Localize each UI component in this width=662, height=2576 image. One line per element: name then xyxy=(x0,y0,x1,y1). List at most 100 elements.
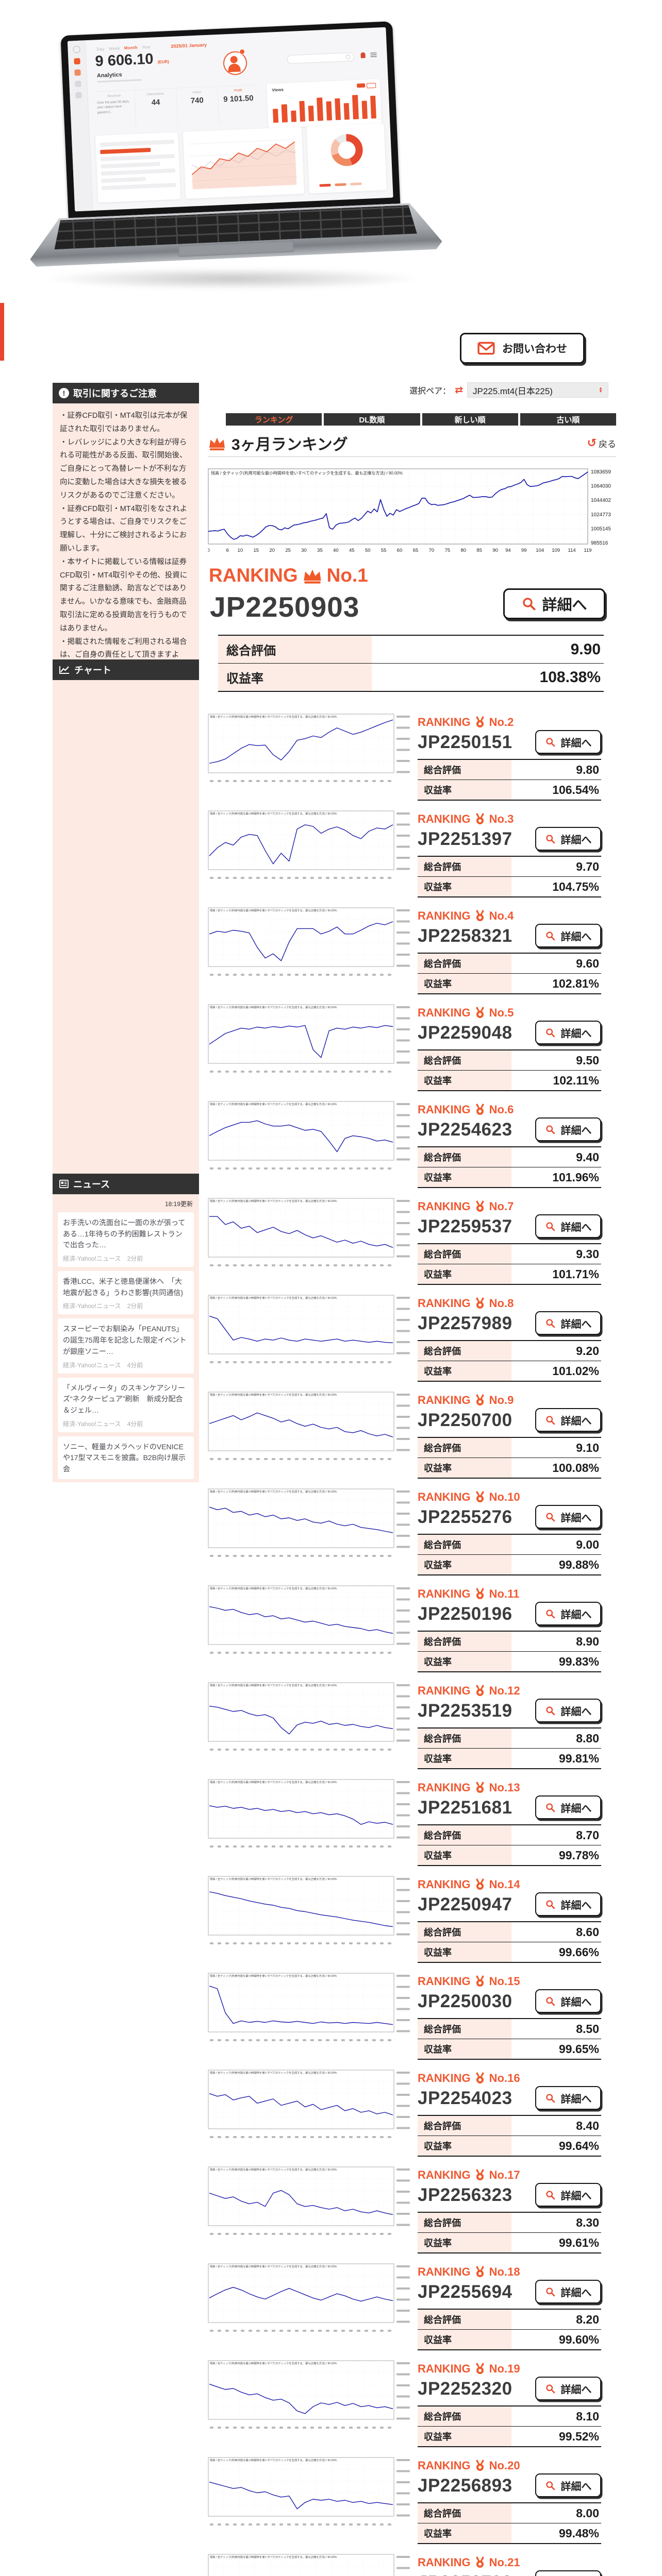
rate-row: 収益率 108.38% xyxy=(218,663,604,691)
detail-button[interactable]: 詳細へ xyxy=(535,1117,601,1141)
svg-text:1005145: 1005145 xyxy=(591,526,611,532)
ranking-heading: RANKING No.12 xyxy=(418,1684,601,1698)
menu-icon[interactable] xyxy=(370,52,377,58)
strategy-code: JP2255276 xyxy=(418,1507,512,1527)
rate-value: 99.48% xyxy=(558,2526,599,2540)
svg-text:1024773: 1024773 xyxy=(591,512,611,518)
strategy-code: JP2258321 xyxy=(418,926,512,946)
pair-select[interactable]: JP225.mt4(日本225) ▲ ▼ xyxy=(467,382,608,398)
svg-text:残高 / 全ティック(利用可能な最小時間枠を使いすべてのティ: 残高 / 全ティック(利用可能な最小時間枠を使いすべてのティックを生成する、最も… xyxy=(210,908,337,912)
tab-week[interactable]: Week xyxy=(108,46,121,52)
backtest-chart-thumbnail: 残高 / 全ティック(利用可能な最小時間枠を使いすべてのティックを生成する、最も… xyxy=(208,2360,410,2429)
crown-icon xyxy=(209,437,225,451)
medal-icon xyxy=(475,1007,484,1018)
magnifier-icon xyxy=(545,1996,555,2006)
news-item[interactable]: 香港LCC、米子と徳島便運休へ 「大地震が起きる」うわさ影響(共同通信) 経済-… xyxy=(58,1271,194,1315)
news-item[interactable]: ソニー、軽量カメラヘッドのVENICEや17型マスモニを披露。B2B向け展示会 xyxy=(58,1436,194,1479)
ranking-label: RANKING xyxy=(418,1200,471,1213)
detail-button[interactable]: 詳細へ xyxy=(535,730,601,754)
medal-icon xyxy=(475,1394,484,1405)
back-link[interactable]: ↺ 戻る xyxy=(587,436,616,450)
tab-ranking[interactable]: ランキング xyxy=(226,413,322,426)
notice-title: 取引に関するご注意 xyxy=(73,388,157,399)
ranking-number: No.7 xyxy=(489,1200,514,1213)
score-value: 8.30 xyxy=(576,2215,599,2229)
detail-button[interactable]: 詳細へ xyxy=(535,1408,601,1432)
ranking-heading: RANKING No.18 xyxy=(418,2265,601,2279)
svg-text:1064030: 1064030 xyxy=(591,484,611,489)
score-value: 8.00 xyxy=(576,2506,599,2520)
ranking-number: No.6 xyxy=(489,1103,514,1116)
detail-button[interactable]: 詳細へ xyxy=(535,827,601,851)
detail-button[interactable]: 詳細へ xyxy=(535,1021,601,1044)
strategy-code: JP2256323 xyxy=(418,2185,512,2205)
detail-button[interactable]: 詳細へ xyxy=(535,2280,601,2303)
exclamation-icon: ! xyxy=(59,388,69,398)
news-item[interactable]: 「メルヴィータ」のスキンケアシリーズ“ネクターピュア”刷新 新成分配合＆ジェル…… xyxy=(58,1377,194,1432)
magnifier-icon xyxy=(545,2287,555,2296)
detail-button[interactable]: 詳細へ xyxy=(535,2377,601,2400)
detail-button[interactable]: 詳細へ xyxy=(535,2086,601,2110)
magnifier-icon xyxy=(545,2384,555,2393)
views-card-toggles[interactable] xyxy=(357,82,376,89)
score-label: 総合評価 xyxy=(418,1341,511,1361)
detail-button[interactable]: 詳細へ xyxy=(535,2570,601,2576)
medal-icon xyxy=(475,2266,484,2277)
ranking-number: No.3 xyxy=(489,812,514,825)
analytics-title: Analytics xyxy=(96,72,123,79)
news-item[interactable]: お手洗いの洗面台に一面の氷が張ってある…1年待ちの予約困難レストランで出合った…… xyxy=(58,1212,194,1267)
svg-text:25: 25 xyxy=(285,548,291,553)
ranking-label: RANKING xyxy=(418,1684,471,1697)
tab-newest[interactable]: 新しい順 xyxy=(422,413,518,426)
tab-month[interactable]: Month xyxy=(124,45,138,50)
chart-title: チャート xyxy=(74,665,111,675)
detail-button[interactable]: 詳細へ xyxy=(535,1795,601,1819)
medal-icon xyxy=(475,910,484,921)
detail-button[interactable]: 詳細へ xyxy=(535,1505,601,1529)
stats-table: 総合評価 9.50 収益率 102.11% xyxy=(418,1049,601,1091)
magnifier-icon xyxy=(545,1706,555,1715)
medal-icon xyxy=(475,1685,484,1696)
ranking-number: No.17 xyxy=(489,2168,520,2181)
ranking-label: RANKING xyxy=(418,1781,471,1794)
tab-downloads[interactable]: DL数順 xyxy=(324,413,420,426)
detail-button[interactable]: 詳細へ xyxy=(535,924,601,947)
tab-day[interactable]: Day xyxy=(96,46,105,52)
crown-icon xyxy=(304,569,321,584)
bell-icon[interactable] xyxy=(360,52,366,58)
detail-button[interactable]: 詳細へ xyxy=(535,2183,601,2207)
svg-text:残高 / 全ティック(利用可能な最小時間枠を使いすべてのティ: 残高 / 全ティック(利用可能な最小時間枠を使いすべてのティックを生成する、最も… xyxy=(210,1393,337,1397)
detail-label: 詳細へ xyxy=(560,1318,592,1330)
score-value: 8.80 xyxy=(576,1731,599,1745)
ranking-entry-16: 残高 / 全ティック(利用可能な最小時間枠を使いすべてのティックを生成する、最も… xyxy=(208,2067,616,2164)
score-row: 総合評価 8.00 xyxy=(418,2503,601,2523)
tab-year[interactable]: Year xyxy=(141,44,151,50)
ranking-number: No.8 xyxy=(489,1297,514,1310)
ranking-label: RANKING xyxy=(418,1103,471,1116)
detail-button[interactable]: 詳細へ xyxy=(535,1602,601,1625)
rate-value: 99.61% xyxy=(558,2235,599,2249)
detail-button[interactable]: 詳細へ xyxy=(535,2473,601,2497)
detail-button[interactable]: 詳細へ xyxy=(503,588,605,619)
detail-button[interactable]: 詳細へ xyxy=(535,1989,601,2013)
news-item[interactable]: スヌーピーでお馴染み「PEANUTS」の誕生75周年を記念した限定イベントが銀座… xyxy=(58,1318,194,1374)
tab-oldest[interactable]: 古い順 xyxy=(520,413,616,426)
ranking-heading: RANKING No.13 xyxy=(418,1781,601,1794)
search-input[interactable] xyxy=(287,52,355,64)
contact-button[interactable]: お問い合わせ xyxy=(460,333,585,364)
ranking-entry-18: 残高 / 全ティック(利用可能な最小時間枠を使いすべてのティックを生成する、最も… xyxy=(208,2261,616,2358)
score-label: 総合評価 xyxy=(418,2310,511,2329)
detail-button[interactable]: 詳細へ xyxy=(535,1892,601,1916)
detail-button[interactable]: 詳細へ xyxy=(535,1311,601,1335)
ranking-entry-2: 残高 / 全ティック(利用可能な最小時間枠を使いすべてのティックを生成する、最も… xyxy=(208,711,616,808)
strategy-code: JP2250030 xyxy=(418,1991,512,2011)
ranking-heading: RANKING No.16 xyxy=(418,2072,601,2085)
detail-button[interactable]: 詳細へ xyxy=(535,1699,601,1722)
score-label: 総合評価 xyxy=(418,2406,511,2426)
score-value: 9.90 xyxy=(570,640,601,658)
svg-text:残高 / 全ティック(利用可能な最小時間枠を使いすべてのティ: 残高 / 全ティック(利用可能な最小時間枠を使いすべてのティックを生成する、最も… xyxy=(210,2458,337,2462)
score-row: 総合評価 9.50 xyxy=(418,1050,601,1070)
detail-button[interactable]: 詳細へ xyxy=(535,1214,601,1238)
ranking-number: No.9 xyxy=(489,1394,514,1406)
home-icon xyxy=(74,58,80,65)
